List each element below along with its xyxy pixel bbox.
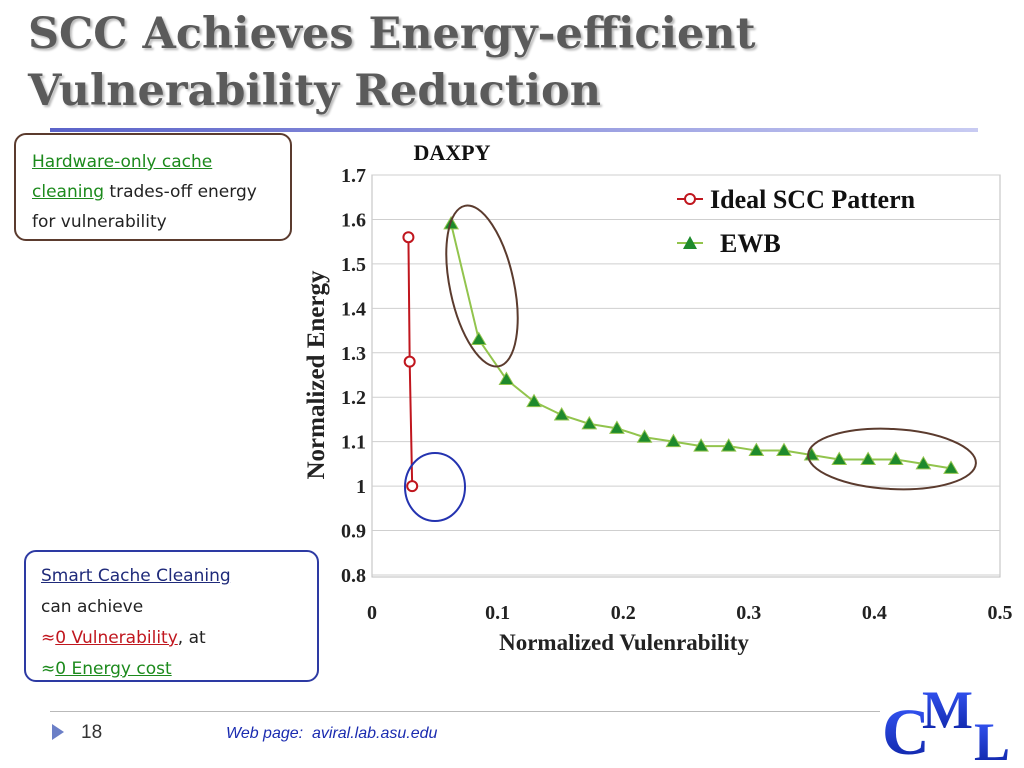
x-tick-label: 0.2 xyxy=(611,602,636,624)
footer-divider xyxy=(50,711,880,712)
ewb-point xyxy=(470,331,487,345)
approx-symbol-2: ≈ xyxy=(41,659,56,679)
chart-title: DAXPY xyxy=(414,140,491,165)
footer-url[interactable]: aviral.lab.asu.edu xyxy=(311,725,438,742)
ellipse-flat-region xyxy=(807,427,977,491)
y-tick-label: 1.3 xyxy=(341,343,366,365)
y-axis-label: Normalized Energy xyxy=(303,270,330,479)
ewb-point xyxy=(915,455,932,470)
logo-letter-m: M xyxy=(922,680,973,740)
ewb-point xyxy=(720,438,737,452)
ellipse-steep-region xyxy=(445,204,519,368)
ewb-point xyxy=(553,407,570,421)
logo-letter-c: C xyxy=(882,696,930,768)
series-layer xyxy=(402,215,959,493)
y-tick-label: 1.6 xyxy=(341,209,366,231)
ewb-point xyxy=(609,420,625,434)
ideal-point xyxy=(406,480,419,493)
y-tick-label: 1.4 xyxy=(341,298,366,320)
logo-letter-l: L xyxy=(974,712,1010,768)
callout-smart-title: Smart Cache Cleaning xyxy=(41,566,231,586)
cml-logo: C M L xyxy=(882,680,1010,768)
x-tick-label: 0.1 xyxy=(485,602,510,624)
y-tick-label: 0.8 xyxy=(341,565,366,587)
legend-ewb-marker xyxy=(683,236,697,249)
x-tick-label: 0.4 xyxy=(862,602,887,624)
ewb-point xyxy=(498,371,515,385)
slide-title: SCC Achieves Energy-efficient Vulnerabil… xyxy=(28,6,988,120)
gridlines xyxy=(372,174,1000,576)
ideal-point xyxy=(403,355,416,368)
annotations xyxy=(404,204,977,522)
zero-energy-text: 0 Energy cost xyxy=(55,659,172,679)
y-tick-label: 1.5 xyxy=(341,254,366,276)
callout-hardware-highlight: Hardware-only cache cleaning xyxy=(32,152,213,202)
ewb-point xyxy=(748,442,765,457)
x-tick-label: 0.5 xyxy=(988,602,1013,624)
ewb-point xyxy=(693,438,709,452)
approx-symbol-1: ≈ xyxy=(41,628,56,648)
plot-area-border xyxy=(371,174,1001,578)
ewb-point xyxy=(831,451,848,465)
y-tick-labels: 0.8 0.9 1 1.1 1.2 1.3 1.4 1.5 1.6 1.7 xyxy=(341,165,366,587)
y-tick-label: 1.1 xyxy=(341,432,366,454)
ewb-point xyxy=(860,451,876,465)
legend-ideal-marker xyxy=(684,193,696,205)
slide-title-line-2: Vulnerability Reduction xyxy=(28,66,601,116)
callout-smart-line-3-rest: , at xyxy=(177,628,206,648)
x-tick-labels: 0 0.1 0.2 0.3 0.4 0.5 xyxy=(367,602,1013,624)
x-axis-label: Normalized Vulenrability xyxy=(499,630,749,655)
ewb-point xyxy=(776,442,792,457)
title-underline xyxy=(50,128,978,132)
slide-title-line-1: SCC Achieves Energy-efficient xyxy=(28,9,756,59)
y-tick-label: 1.7 xyxy=(341,165,366,187)
legend-ideal-label: Ideal SCC Pattern xyxy=(710,185,916,214)
callout-smart-line-2: can achieve xyxy=(41,597,144,617)
ewb-point xyxy=(887,451,904,465)
ewb-point xyxy=(636,429,653,443)
x-tick-label: 0.3 xyxy=(736,602,761,624)
ewb-point xyxy=(665,433,682,448)
y-tick-label: 1 xyxy=(356,476,366,498)
ewb-series-line xyxy=(450,223,952,470)
page-number: 18 xyxy=(81,722,103,743)
ellipse-ideal-point xyxy=(404,452,466,522)
legend: Ideal SCC Pattern EWB xyxy=(677,185,916,258)
legend-ewb-label: EWB xyxy=(720,229,781,258)
callout-hardware-text: trades-off energy for vulnerability xyxy=(32,182,257,232)
x-tick-label: 0 xyxy=(367,602,377,624)
bullet-arrow-icon xyxy=(52,724,64,740)
callout-smart-cache-cleaning: Smart Cache Cleaning can achieve ≈0 Vuln… xyxy=(24,550,319,682)
y-tick-label: 1.2 xyxy=(341,387,366,409)
ewb-point xyxy=(943,460,959,474)
zero-vulnerability-text: 0 Vulnerability xyxy=(55,628,178,648)
ewb-point xyxy=(581,415,598,430)
footer-label: Web page: xyxy=(226,725,304,742)
ewb-point xyxy=(526,393,542,408)
footer-web-page[interactable]: Web page: aviral.lab.asu.edu xyxy=(226,725,437,743)
ideal-point xyxy=(402,231,415,244)
callout-hardware-cleaning: Hardware-only cache cleaning trades-off … xyxy=(14,133,292,241)
y-tick-label: 0.9 xyxy=(341,521,366,543)
